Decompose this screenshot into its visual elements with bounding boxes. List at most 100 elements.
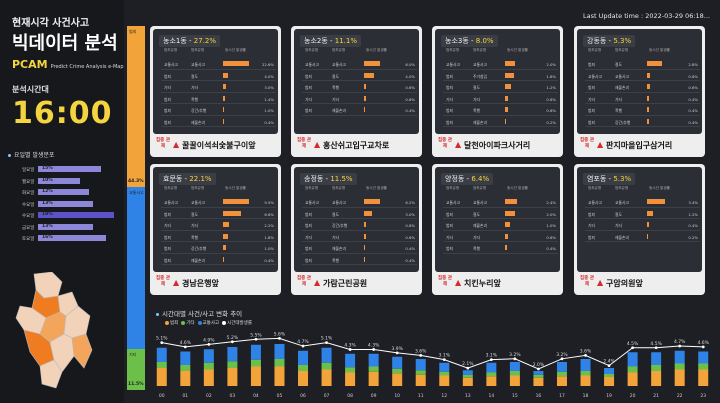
row-rate: 0.6% [405, 234, 415, 240]
x-tick-label: 06 [300, 393, 306, 399]
row-category: 범죄 [446, 119, 453, 125]
row-rate-bar [647, 84, 651, 89]
row-category: 범죄 [164, 119, 171, 125]
last-update: Last Update time : 2022-03-29 06:18... [583, 12, 710, 20]
table-row: 범죄 폭행 0.6% [302, 81, 417, 93]
row-rate-bar [364, 245, 366, 250]
row-type: 폭행 [191, 96, 198, 102]
row-rate-bar [505, 84, 512, 89]
col-crime-subtype: 범죄유형 [332, 48, 346, 52]
warning-triangle-icon: ▲ [173, 278, 180, 287]
card-panel: 효문동 - 22.1% 범죄유형 범죄유형 동시간 발생률 교통사고 교통사고 9.5% 범죄… [153, 167, 278, 272]
warning-triangle-icon: ▲ [173, 140, 180, 149]
district-card[interactable]: 효문동 - 22.1% 범죄유형 범죄유형 동시간 발생률 교통사고 교통사고 9.5% 범죄… [150, 164, 281, 295]
row-rate: 0.4% [688, 119, 698, 125]
focus-location[interactable]: 집중 관제 ▲ 치킨누리앞 [435, 274, 560, 292]
col-crime-type: 범죄유형 [164, 48, 178, 52]
bar-segment [345, 353, 356, 368]
card-panel: 농소3동 - 8.0% 범죄유형 범죄유형 동시간 발생률 교통사고 교통사고 2.0% 범죄… [435, 29, 560, 134]
focus-tag: 집중 관제 [297, 276, 311, 287]
focus-tag: 집중 관제 [297, 138, 311, 149]
trend-title: 시간대별 사건/사고 변화 추이 [156, 308, 242, 318]
focus-location[interactable]: 집중 관제 ▲ 판지마을입구삼거리 [577, 136, 702, 154]
focus-place: 홍산쉬고입구교차로 [323, 141, 390, 150]
focus-location[interactable]: 집중 관제 ▲ 꿀꿀이석쇠숯불구이앞 [153, 136, 278, 154]
rate-label: 5.5% [250, 332, 262, 338]
table-row: 기타 기타 0.6% [443, 93, 558, 104]
table-row: 범죄 강간/추행 1.0% [161, 104, 276, 116]
focus-location[interactable]: 집중 관제 ▲ 경남은행앞 [153, 274, 278, 292]
table-row: 교통사고 교통사고 0.6% [585, 70, 700, 81]
col-rate: 동시간 발생률 [649, 48, 670, 52]
bar-segment [274, 366, 285, 386]
district-card[interactable]: 농소2동 - 11.1% 범죄유형 범죄유형 동시간 발생률 교통사고 교통사고 6.0% 범… [291, 26, 422, 157]
row-rate-bar [364, 72, 375, 78]
weekday-bar: 13% [38, 223, 93, 230]
weekday-pct: 18% [42, 212, 53, 217]
row-rate-bar [364, 61, 380, 66]
weekday-pct: 13% [42, 223, 53, 229]
row-rate-bar [223, 245, 226, 250]
table-row: 기타 기타 0.4% [585, 219, 700, 231]
bar-segment [203, 369, 214, 386]
row-rate-bar [505, 118, 507, 124]
weekday-label: 수요일 [22, 202, 35, 208]
district-card[interactable]: 농소3동 - 8.0% 범죄유형 범죄유형 동시간 발생률 교통사고 교통사고 2.0% 범죄… [432, 26, 563, 157]
row-category: 범죄 [305, 246, 312, 251]
district-card[interactable]: 강동동 - 5.3% 범죄유형 범죄유형 동시간 발생률 범죄 절도 2.8% 교통사고 교통사… [574, 26, 705, 157]
district-card[interactable]: 농소1동 - 27.2% 범죄유형 범죄유형 동시간 발생률 교통사고 교통사고 22.6%… [150, 26, 281, 157]
row-type: 기타 [615, 96, 622, 102]
row-type: 절도 [191, 211, 198, 217]
row-category: 교통사고 [446, 62, 460, 67]
bar-segment [203, 362, 214, 370]
district-title: 효문동 - 22.1% [159, 173, 216, 185]
row-category: 기타 [164, 223, 171, 228]
row-category: 범죄 [588, 85, 595, 90]
row-category: 기타 [305, 234, 312, 240]
district-card[interactable]: 송정동 - 11.5% 범죄유형 범죄유형 동시간 발생률 교통사고 교통사고 6.2% 범죄… [291, 164, 422, 295]
rate-point [301, 344, 305, 348]
weekday-bar: 10% [38, 177, 81, 184]
legend-dot [181, 320, 186, 325]
x-tick-label: 21 [653, 393, 659, 399]
table-row: 범죄 절도 2.8% [585, 58, 700, 70]
district-card[interactable]: 양정동 - 6.4% 범죄유형 범죄유형 동시간 발생률 교통사고 교통사고 2.4% 범죄 절… [432, 164, 563, 295]
rate-label: 4.9% [203, 337, 215, 343]
warning-triangle-icon: ▲ [314, 140, 321, 149]
x-tick-label: 20 [630, 393, 636, 399]
district-card[interactable]: 염포동 - 5.3% 범죄유형 범죄유형 동시간 발생률 교통사고 교통사고 3.4% 범죄 절… [574, 164, 705, 295]
table-row: 교통사고 교통사고 2.4% [443, 196, 558, 208]
focus-location[interactable]: 집중 관제 ▲ 달천아이파크사거리 [435, 136, 560, 154]
focus-location[interactable]: 집중 관제 ▲ 홍산쉬고입구교차로 [294, 136, 419, 154]
row-type: 주거침입 [473, 73, 487, 79]
row-rate: 1.2% [688, 211, 698, 217]
bar-segment [627, 372, 638, 386]
rate-label: 4.6% [698, 340, 710, 346]
focus-place: 달천아이파크사거리 [464, 141, 531, 150]
bar-segment [533, 371, 544, 375]
table-row: 범죄 절도 1.2% [585, 208, 700, 219]
row-type: 교통사고 [191, 62, 205, 67]
focus-location[interactable]: 집중 관제 ▲ 가람근린공원 [294, 274, 419, 292]
rate-label: 4.5% [627, 341, 639, 347]
row-rate-bar [505, 245, 508, 250]
district-map[interactable] [14, 272, 94, 390]
bar-segment [227, 368, 238, 386]
card-rows: 범죄 절도 2.8% 교통사고 교통사고 0.6% 범죄 재물손괴 0.6% 기타 기타 0.4% 범죄… [585, 58, 700, 127]
table-row: 범죄 재물손괴 0.2% [443, 116, 558, 127]
row-category: 범죄 [164, 73, 171, 79]
district-pct: 5.3% [613, 37, 632, 45]
bar-segment [604, 377, 615, 386]
bar-segment [156, 368, 167, 386]
focus-place: 판지마을입구삼거리 [606, 141, 673, 150]
bar-segment [439, 362, 450, 372]
weekday-label: 토요일 [22, 237, 35, 242]
row-rate: 0.4% [688, 223, 698, 228]
bar-segment [439, 375, 450, 386]
category-label: 기타 [129, 351, 137, 357]
row-type: 절도 [615, 211, 622, 217]
weekday-bar: 18% [38, 212, 114, 218]
row-rate-bar [647, 222, 650, 227]
focus-location[interactable]: 집중 관제 ▲ 구암의원앞 [577, 274, 702, 292]
row-type: 교통사고 [615, 200, 629, 205]
